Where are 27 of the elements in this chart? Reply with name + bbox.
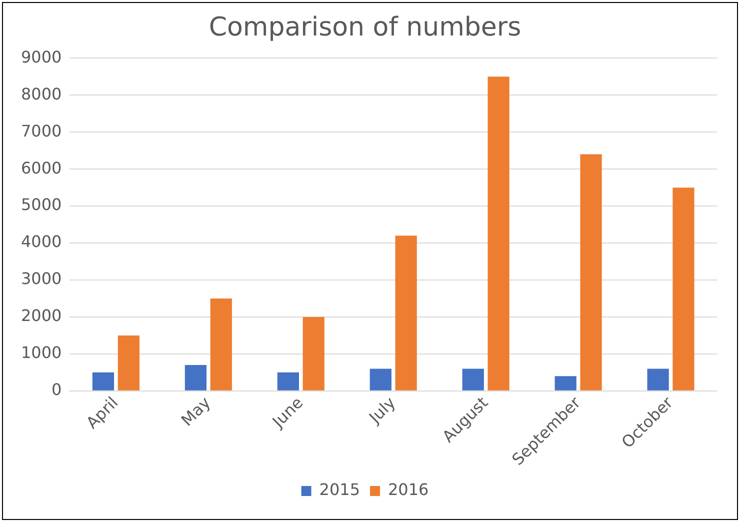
y-tick-label: 3000 xyxy=(21,269,62,288)
y-tick-label: 9000 xyxy=(21,47,62,66)
bar xyxy=(118,335,140,390)
y-tick-label: 6000 xyxy=(21,158,62,178)
y-tick-label: 8000 xyxy=(21,84,62,104)
y-tick-label: 4000 xyxy=(21,232,62,252)
bar xyxy=(277,372,299,390)
y-tick-label: 1000 xyxy=(21,343,62,362)
bar xyxy=(462,368,484,390)
legend-label: 2015 xyxy=(319,480,360,500)
bar xyxy=(647,368,669,390)
y-tick-label: 5000 xyxy=(21,195,62,214)
bar xyxy=(672,188,694,390)
bar xyxy=(488,76,510,390)
bar xyxy=(395,236,417,390)
bar xyxy=(210,298,232,390)
bar xyxy=(92,372,114,390)
bar xyxy=(302,316,324,390)
bar xyxy=(580,154,602,390)
chart-title: Comparison of numbers xyxy=(208,12,522,42)
y-tick-label: 2000 xyxy=(21,306,62,326)
bar xyxy=(370,368,392,390)
legend-label: 2016 xyxy=(388,480,429,500)
bar xyxy=(554,376,576,390)
y-tick-label: 7000 xyxy=(21,121,62,140)
y-tick-label: 0 xyxy=(52,380,62,400)
bar xyxy=(184,365,207,390)
